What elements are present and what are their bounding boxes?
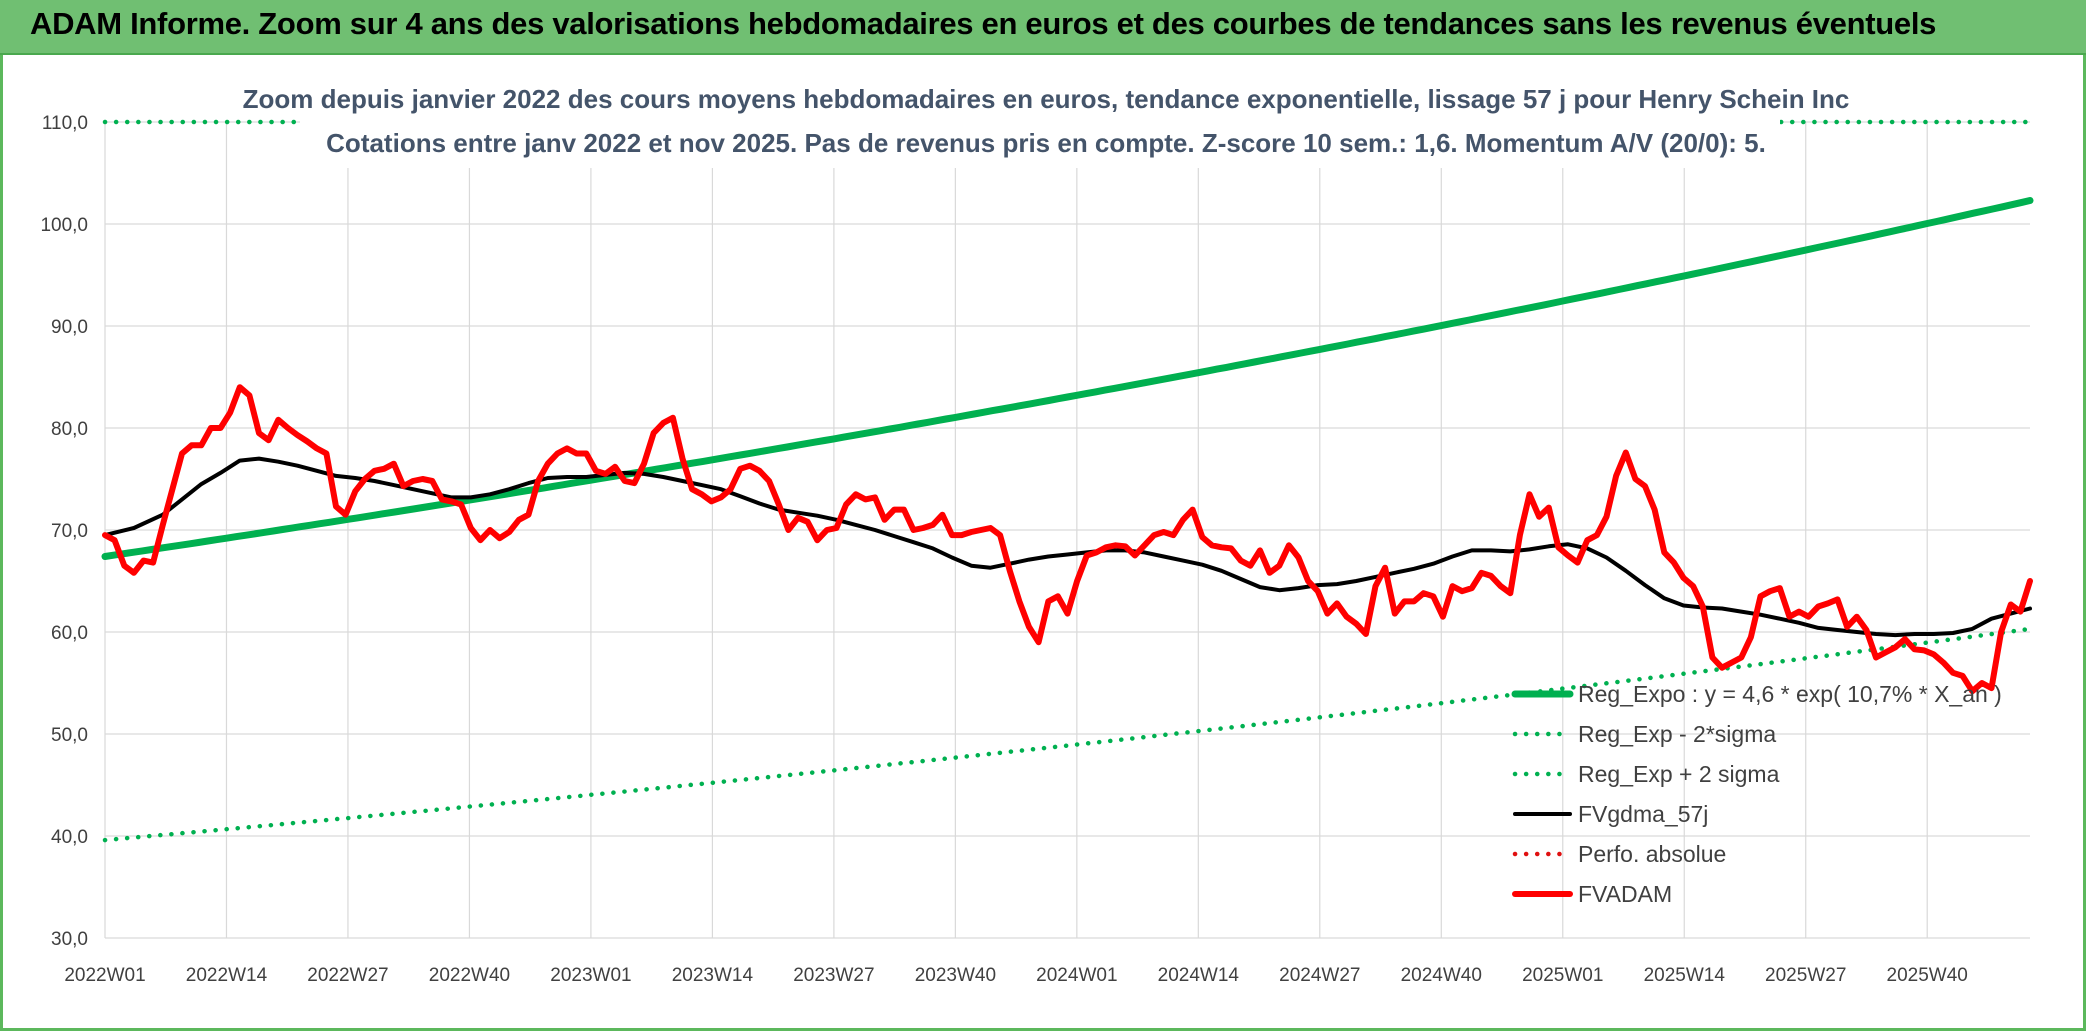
y-tick-label: 110,0: [42, 113, 88, 134]
legend-label: Reg_Exp + 2 sigma: [1578, 761, 1780, 787]
x-tick-label: 2024W40: [1401, 965, 1482, 986]
y-tick-label: 80,0: [51, 419, 88, 440]
x-tick-label: 2023W27: [793, 965, 874, 986]
y-tick-label: 90,0: [51, 317, 88, 338]
report-banner: ADAM Informe. Zoom sur 4 ans des valoris…: [0, 0, 2086, 55]
x-tick-label: 2024W01: [1036, 965, 1117, 986]
x-tick-label: 2023W01: [550, 965, 631, 986]
series-line-1: [102, 626, 2033, 843]
legend-label: Perfo. absolue: [1578, 841, 1726, 867]
x-tick-label: 2022W40: [429, 965, 510, 986]
x-tick-label: 2023W40: [915, 965, 996, 986]
x-tick-label: 2025W27: [1765, 965, 1846, 986]
x-tick-label: 2023W14: [672, 965, 754, 986]
chart-title-area: Zoom depuis janvier 2022 des cours moyen…: [243, 76, 1850, 168]
legend-label: FVADAM: [1578, 881, 1672, 907]
chart-subtitle: Cotations entre janv 2022 et nov 2025. P…: [326, 128, 1766, 158]
y-tick-label: 70,0: [51, 521, 88, 542]
x-tick-label: 2022W27: [307, 965, 388, 986]
x-tick-label: 2022W01: [64, 965, 145, 986]
x-tick-label: 2022W14: [186, 965, 268, 986]
series-line-5: [102, 384, 2033, 695]
chart-legend: Reg_Expo : y = 4,6 * exp( 10,7% * X_an )…: [1511, 681, 2002, 907]
x-tick-label: 2024W14: [1158, 965, 1240, 986]
x-axis: 2022W01 2022W14 2022W27 2022W40 2023W01 2023W…: [64, 965, 1968, 986]
y-tick-label: 50,0: [51, 725, 88, 746]
chart-title-background: [300, 76, 1780, 168]
y-tick-label: 60,0: [51, 623, 88, 644]
legend-label: FVgdma_57j: [1578, 801, 1708, 827]
x-tick-label: 2025W14: [1644, 965, 1726, 986]
y-tick-label: 30,0: [51, 929, 88, 950]
x-tick-label: 2024W27: [1279, 965, 1360, 986]
y-tick-label: 40,0: [51, 827, 88, 848]
legend-label: Reg_Expo : y = 4,6 * exp( 10,7% * X_an ): [1578, 681, 2002, 707]
y-tick-label: 100,0: [40, 215, 88, 236]
legend-label: Reg_Exp - 2*sigma: [1578, 721, 1776, 747]
x-tick-label: 2025W40: [1887, 965, 1968, 986]
chart-title: Zoom depuis janvier 2022 des cours moyen…: [243, 84, 1850, 114]
series-line-0: [101, 197, 2034, 560]
x-tick-label: 2025W01: [1522, 965, 1603, 986]
y-axis: 30,0 40,0 50,0 60,0 70,0 80,0 90,0 100,0 110,0: [40, 113, 88, 950]
report-title: ADAM Informe. Zoom sur 4 ans des valoris…: [30, 6, 1937, 41]
